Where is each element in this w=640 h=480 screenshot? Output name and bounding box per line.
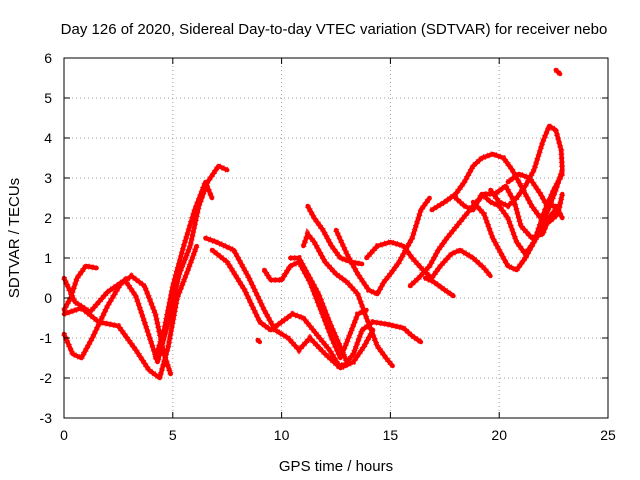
y-axis-label: SDTVAR / TECUs xyxy=(6,178,23,298)
y-tick-label: 5 xyxy=(44,90,52,106)
series-arc-13 xyxy=(364,238,493,283)
y-tick-label: -3 xyxy=(40,410,53,426)
x-tick-label: 25 xyxy=(600,427,616,443)
series-arc-12 xyxy=(305,203,365,267)
x-tick-label: 15 xyxy=(383,427,399,443)
series-markers xyxy=(430,150,566,226)
series-line xyxy=(153,179,215,361)
series-markers xyxy=(553,67,563,77)
series-arc-9 xyxy=(288,255,424,368)
series-line xyxy=(61,243,199,381)
chart-title: Day 126 of 2020, Sidereal Day-to-day VTE… xyxy=(61,21,608,38)
series-arc-21 xyxy=(553,67,563,77)
series-arc-3 xyxy=(61,243,200,384)
y-tick-label: -1 xyxy=(40,330,53,346)
series-arc-17 xyxy=(453,171,565,260)
x-tick-labels: 0 5 10 15 20 25 xyxy=(60,427,616,443)
series-markers xyxy=(300,227,395,368)
series-arc-6 xyxy=(203,235,350,370)
y-tick-label: 6 xyxy=(44,50,52,66)
series-arc-10 xyxy=(300,227,395,369)
x-tick-label: 0 xyxy=(60,427,68,443)
series-line xyxy=(305,203,365,267)
series-markers xyxy=(305,204,363,267)
series-arc-18 xyxy=(470,167,566,274)
series-line xyxy=(209,247,376,371)
y-tick-label: 1 xyxy=(44,250,52,266)
series-markers xyxy=(423,275,456,299)
series-arc-1 xyxy=(61,262,99,313)
series-markers xyxy=(255,337,262,345)
series-arc-4 xyxy=(61,162,230,373)
plot-frame xyxy=(63,57,609,419)
series-arc-5 xyxy=(152,173,215,361)
x-tick-label: 10 xyxy=(274,427,290,443)
series-arc-8 xyxy=(261,258,369,366)
series-markers xyxy=(506,170,565,220)
series-line xyxy=(488,123,565,209)
series-line xyxy=(61,263,99,313)
series-line xyxy=(364,239,493,281)
series-arc-22 xyxy=(255,337,263,345)
series-arc-7 xyxy=(209,247,376,372)
y-tick-label: 4 xyxy=(44,130,52,146)
y-tick-label: -2 xyxy=(40,370,53,386)
series-markers xyxy=(453,172,565,260)
series-markers xyxy=(470,169,566,274)
series-line xyxy=(261,259,369,361)
series-markers xyxy=(364,238,493,283)
x-axis-label: GPS time / hours xyxy=(279,458,393,475)
axis-ticks xyxy=(63,57,609,419)
series-markers xyxy=(290,255,423,368)
data-traces xyxy=(61,67,566,384)
series-arc-15 xyxy=(422,275,456,299)
series-markers xyxy=(61,272,174,375)
y-tick-labels: -3 -2 -1 0 1 2 3 4 5 6 xyxy=(40,50,53,426)
y-tick-label: 3 xyxy=(44,170,52,186)
series-arc-20 xyxy=(505,170,565,221)
y-tick-label: 0 xyxy=(44,290,52,306)
series-arc-19 xyxy=(488,121,566,210)
x-tick-label: 20 xyxy=(491,427,507,443)
series-markers xyxy=(204,235,348,370)
series-arc-11 xyxy=(333,195,433,298)
series-markers xyxy=(333,196,433,298)
y-tick-label: 2 xyxy=(44,210,52,226)
series-line xyxy=(61,163,230,365)
x-tick-label: 5 xyxy=(169,427,177,443)
